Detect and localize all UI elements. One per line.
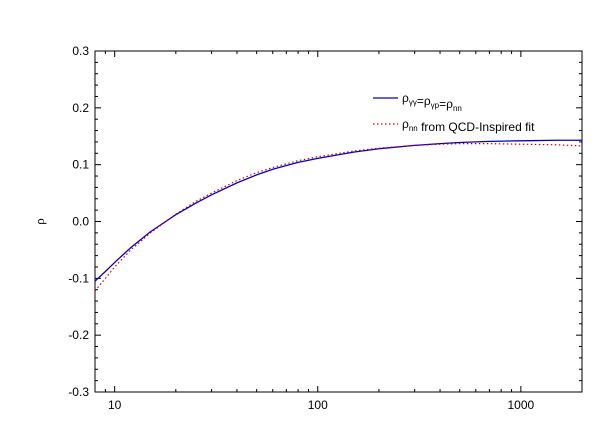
tick-label-group: -0.3 -0.2 -0.1 0.0 0.1 0.2 0.3 10 100 1000 [68, 44, 534, 412]
x-tick-label: 1000 [508, 398, 535, 412]
y-tick-label: 0.2 [72, 101, 89, 115]
legend-entry-2: ρnn from QCD-Inspired fit [402, 117, 535, 134]
legend-entry-1: ργγ=ργp=ρnn [402, 91, 462, 113]
y-tick-label: 0.3 [72, 44, 89, 58]
y-tick-label: -0.2 [68, 328, 89, 342]
y-axis-label: ρ [32, 218, 47, 225]
x-tick-label: 10 [108, 398, 122, 412]
y-tick-label: 0.0 [72, 215, 89, 229]
series-line-2 [94, 143, 583, 292]
y-tick-label: -0.3 [68, 385, 89, 399]
x-tick-label: 100 [308, 398, 328, 412]
series-group [94, 139, 583, 292]
series-line-1 [94, 139, 582, 282]
plot-frame [94, 50, 583, 393]
tick-group [94, 50, 583, 393]
legend: ργγ=ργp=ρnn ρnn from QCD-Inspired fit [373, 91, 535, 134]
y-tick-label: 0.1 [72, 158, 89, 172]
y-tick-label: -0.1 [68, 271, 89, 285]
